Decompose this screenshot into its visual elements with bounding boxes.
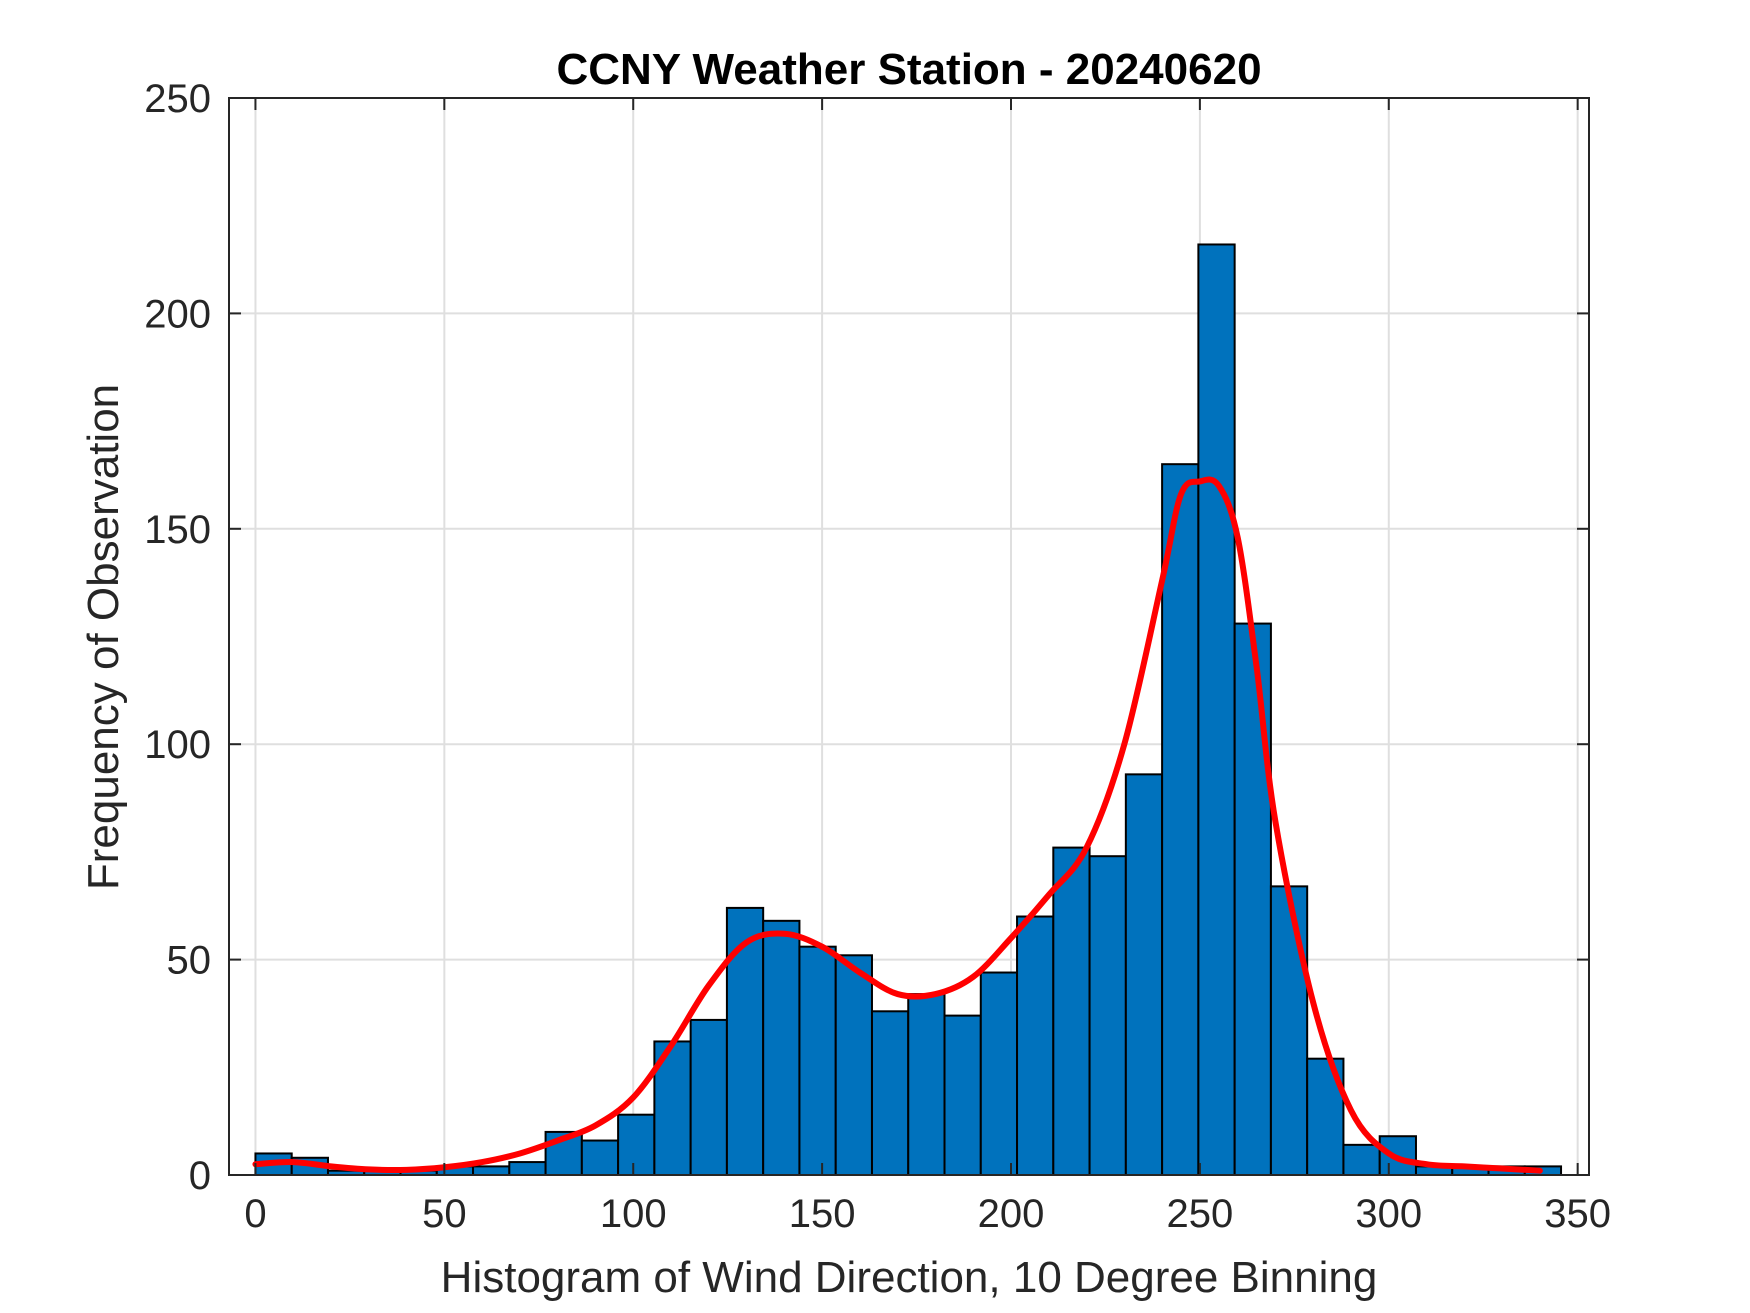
histogram-bar <box>1124 773 1164 1177</box>
histogram-bar <box>834 954 873 1176</box>
histogram-bar <box>1052 846 1091 1176</box>
y-tick-label: 200 <box>144 292 211 336</box>
histogram-bar <box>1269 885 1309 1176</box>
x-tick-label: 350 <box>1544 1192 1611 1236</box>
histogram-bar <box>762 919 801 1176</box>
histogram-bar <box>907 993 946 1177</box>
histogram-bar <box>1161 463 1200 1176</box>
histogram-bar <box>1197 243 1236 1177</box>
x-tick-label: 300 <box>1355 1192 1422 1236</box>
axes-box <box>228 97 1590 1176</box>
x-tick-label: 50 <box>422 1192 467 1236</box>
axis-ticks: 0 50 100 150 200 250 300 350 0 50 100 150 200 250 <box>144 77 1611 1236</box>
density-curve-group <box>252 476 1543 1174</box>
histogram-bar <box>1233 622 1272 1176</box>
y-tick-label: 150 <box>144 508 211 552</box>
histogram-bar <box>798 945 837 1177</box>
histogram-bar <box>979 971 1019 1176</box>
histogram-bar <box>1342 1143 1381 1176</box>
y-axis-label: Frequency of Observation <box>79 384 128 890</box>
histogram-bar <box>1016 915 1055 1177</box>
histogram-bar <box>617 1113 656 1176</box>
histogram-bar <box>943 1014 982 1176</box>
density-curve <box>252 476 1543 1174</box>
x-tick-label: 0 <box>244 1192 266 1236</box>
y-tick-label: 250 <box>144 77 211 121</box>
x-tick-label: 250 <box>1167 1192 1234 1236</box>
y-tick-label: 0 <box>189 1154 211 1198</box>
x-tick-label: 200 <box>978 1192 1045 1236</box>
y-tick-label: 100 <box>144 723 211 767</box>
x-tick-label: 150 <box>789 1192 856 1236</box>
histogram-bar <box>472 1165 511 1177</box>
x-axis-label: Histogram of Wind Direction, 10 Degree B… <box>441 1253 1378 1302</box>
histogram-bar <box>580 1139 620 1177</box>
histogram-bar <box>1088 855 1127 1176</box>
histogram-bar <box>689 1018 728 1176</box>
chart-title: CCNY Weather Station - 20240620 <box>556 45 1261 94</box>
histogram-bar <box>870 1010 910 1177</box>
x-tick-label: 100 <box>600 1192 667 1236</box>
histogram-bar <box>725 906 765 1176</box>
y-tick-label: 50 <box>167 939 212 983</box>
histogram-bar <box>508 1161 547 1177</box>
